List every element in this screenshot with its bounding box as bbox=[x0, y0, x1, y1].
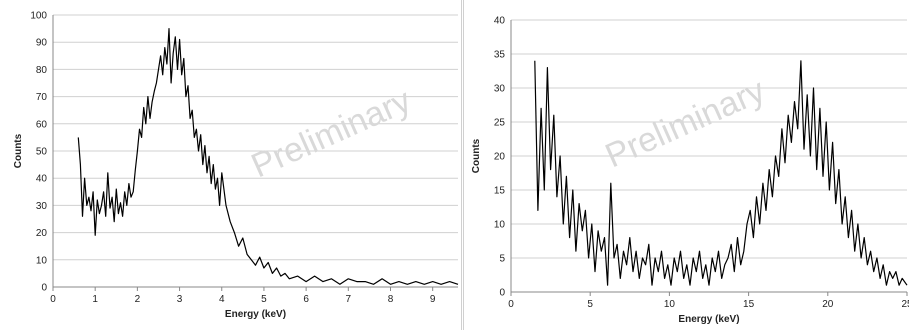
x-tick-label: 5 bbox=[261, 294, 267, 305]
y-tick-label: 20 bbox=[494, 152, 506, 163]
x-tick-label: 20 bbox=[822, 299, 834, 310]
y-tick-label: 70 bbox=[36, 92, 48, 103]
y-tick-label: 20 bbox=[36, 228, 48, 239]
y-tick-label: 100 bbox=[30, 11, 47, 22]
y-tick-label: 25 bbox=[494, 118, 506, 129]
y-tick-label: 40 bbox=[494, 16, 506, 27]
x-tick-label: 8 bbox=[388, 294, 394, 305]
y-tick-label: 30 bbox=[494, 84, 506, 95]
x-tick-label: 1 bbox=[92, 294, 98, 305]
x-axis-title: Energy (keV) bbox=[678, 314, 739, 325]
x-tick-label: 3 bbox=[177, 294, 183, 305]
chart-panel-right: 0 5 10 15 20 25 30 35 40 0 5 10 15 20 25 Preliminary Ene… bbox=[463, 0, 909, 330]
y-tick-label: 0 bbox=[41, 283, 47, 294]
x-tick-label: 0 bbox=[50, 294, 56, 305]
y-tick-label: 90 bbox=[36, 38, 48, 49]
y-tick-label: 10 bbox=[36, 255, 48, 266]
y-tick-label: 15 bbox=[494, 186, 506, 197]
x-tick-label: 10 bbox=[664, 299, 676, 310]
y-axis-title: Counts bbox=[471, 138, 482, 173]
y-tick-label: 0 bbox=[499, 288, 505, 299]
series-line bbox=[77, 28, 459, 285]
x-tick-label: 7 bbox=[346, 294, 352, 305]
x-tick-label: 6 bbox=[303, 294, 309, 305]
x-tick-label: 0 bbox=[508, 299, 514, 310]
y-axis-title: Counts bbox=[13, 133, 24, 168]
y-tick-label: 50 bbox=[36, 147, 48, 158]
x-tick-label: 2 bbox=[135, 294, 141, 305]
chart-right: 0 5 10 15 20 25 30 35 40 0 5 10 15 20 25 Preliminary Ene… bbox=[471, 16, 909, 326]
x-tick-label: 25 bbox=[901, 299, 909, 310]
x-tick-label: 15 bbox=[743, 299, 755, 310]
series-line bbox=[534, 60, 908, 286]
y-tick-label: 40 bbox=[36, 174, 48, 185]
x-tick-label: 9 bbox=[430, 294, 436, 305]
y-tick-label: 30 bbox=[36, 201, 48, 212]
y-tick-label: 60 bbox=[36, 119, 48, 130]
y-tick-label: 35 bbox=[494, 50, 506, 61]
x-tick-label: 4 bbox=[219, 294, 225, 305]
watermark-text: Preliminary bbox=[600, 71, 771, 175]
chart-panel-left: 0 10 20 30 40 50 60 70 80 90 100 0 1 2 3 4 5 6 7 8 9 Prelimin… bbox=[13, 0, 462, 330]
x-tick-label: 5 bbox=[587, 299, 593, 310]
y-tick-label: 10 bbox=[494, 220, 506, 231]
y-tick-label: 5 bbox=[499, 254, 505, 265]
y-tick-label: 80 bbox=[36, 65, 48, 76]
x-axis-title: Energy (keV) bbox=[225, 309, 286, 320]
